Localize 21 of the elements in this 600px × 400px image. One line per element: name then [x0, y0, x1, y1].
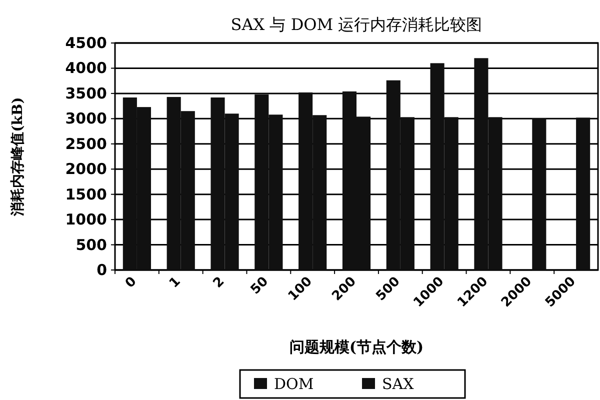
bar [576, 118, 590, 270]
y-tick-label: 4500 [65, 34, 107, 52]
y-tick-label: 3000 [65, 110, 107, 128]
bar [532, 118, 546, 270]
x-tick-label: 50 [248, 274, 272, 298]
y-tick-label: 4000 [65, 59, 107, 78]
y-tick-label: 0 [96, 261, 107, 279]
y-tick-label: 2500 [65, 134, 107, 153]
x-axis-title: 问题规模(节点个数) [289, 338, 424, 356]
y-tick-label: 500 [76, 236, 107, 254]
chart-title: SAX 与 DOM 运行内存消耗比较图 [230, 15, 482, 34]
x-tick-label: 0 [122, 274, 140, 292]
legend-label: DOM [274, 375, 314, 393]
x-tick-label: 1 [166, 274, 184, 292]
y-tick-label: 1000 [65, 210, 107, 229]
y-tick-label: 3500 [65, 84, 107, 102]
legend-label: SAX [382, 375, 414, 393]
x-tick-label: 2 [210, 274, 228, 292]
y-tick-label: 2000 [65, 160, 107, 178]
y-tick-label: 1500 [65, 185, 107, 204]
y-axis-title: 消耗内存峰值(kB) [10, 97, 26, 217]
